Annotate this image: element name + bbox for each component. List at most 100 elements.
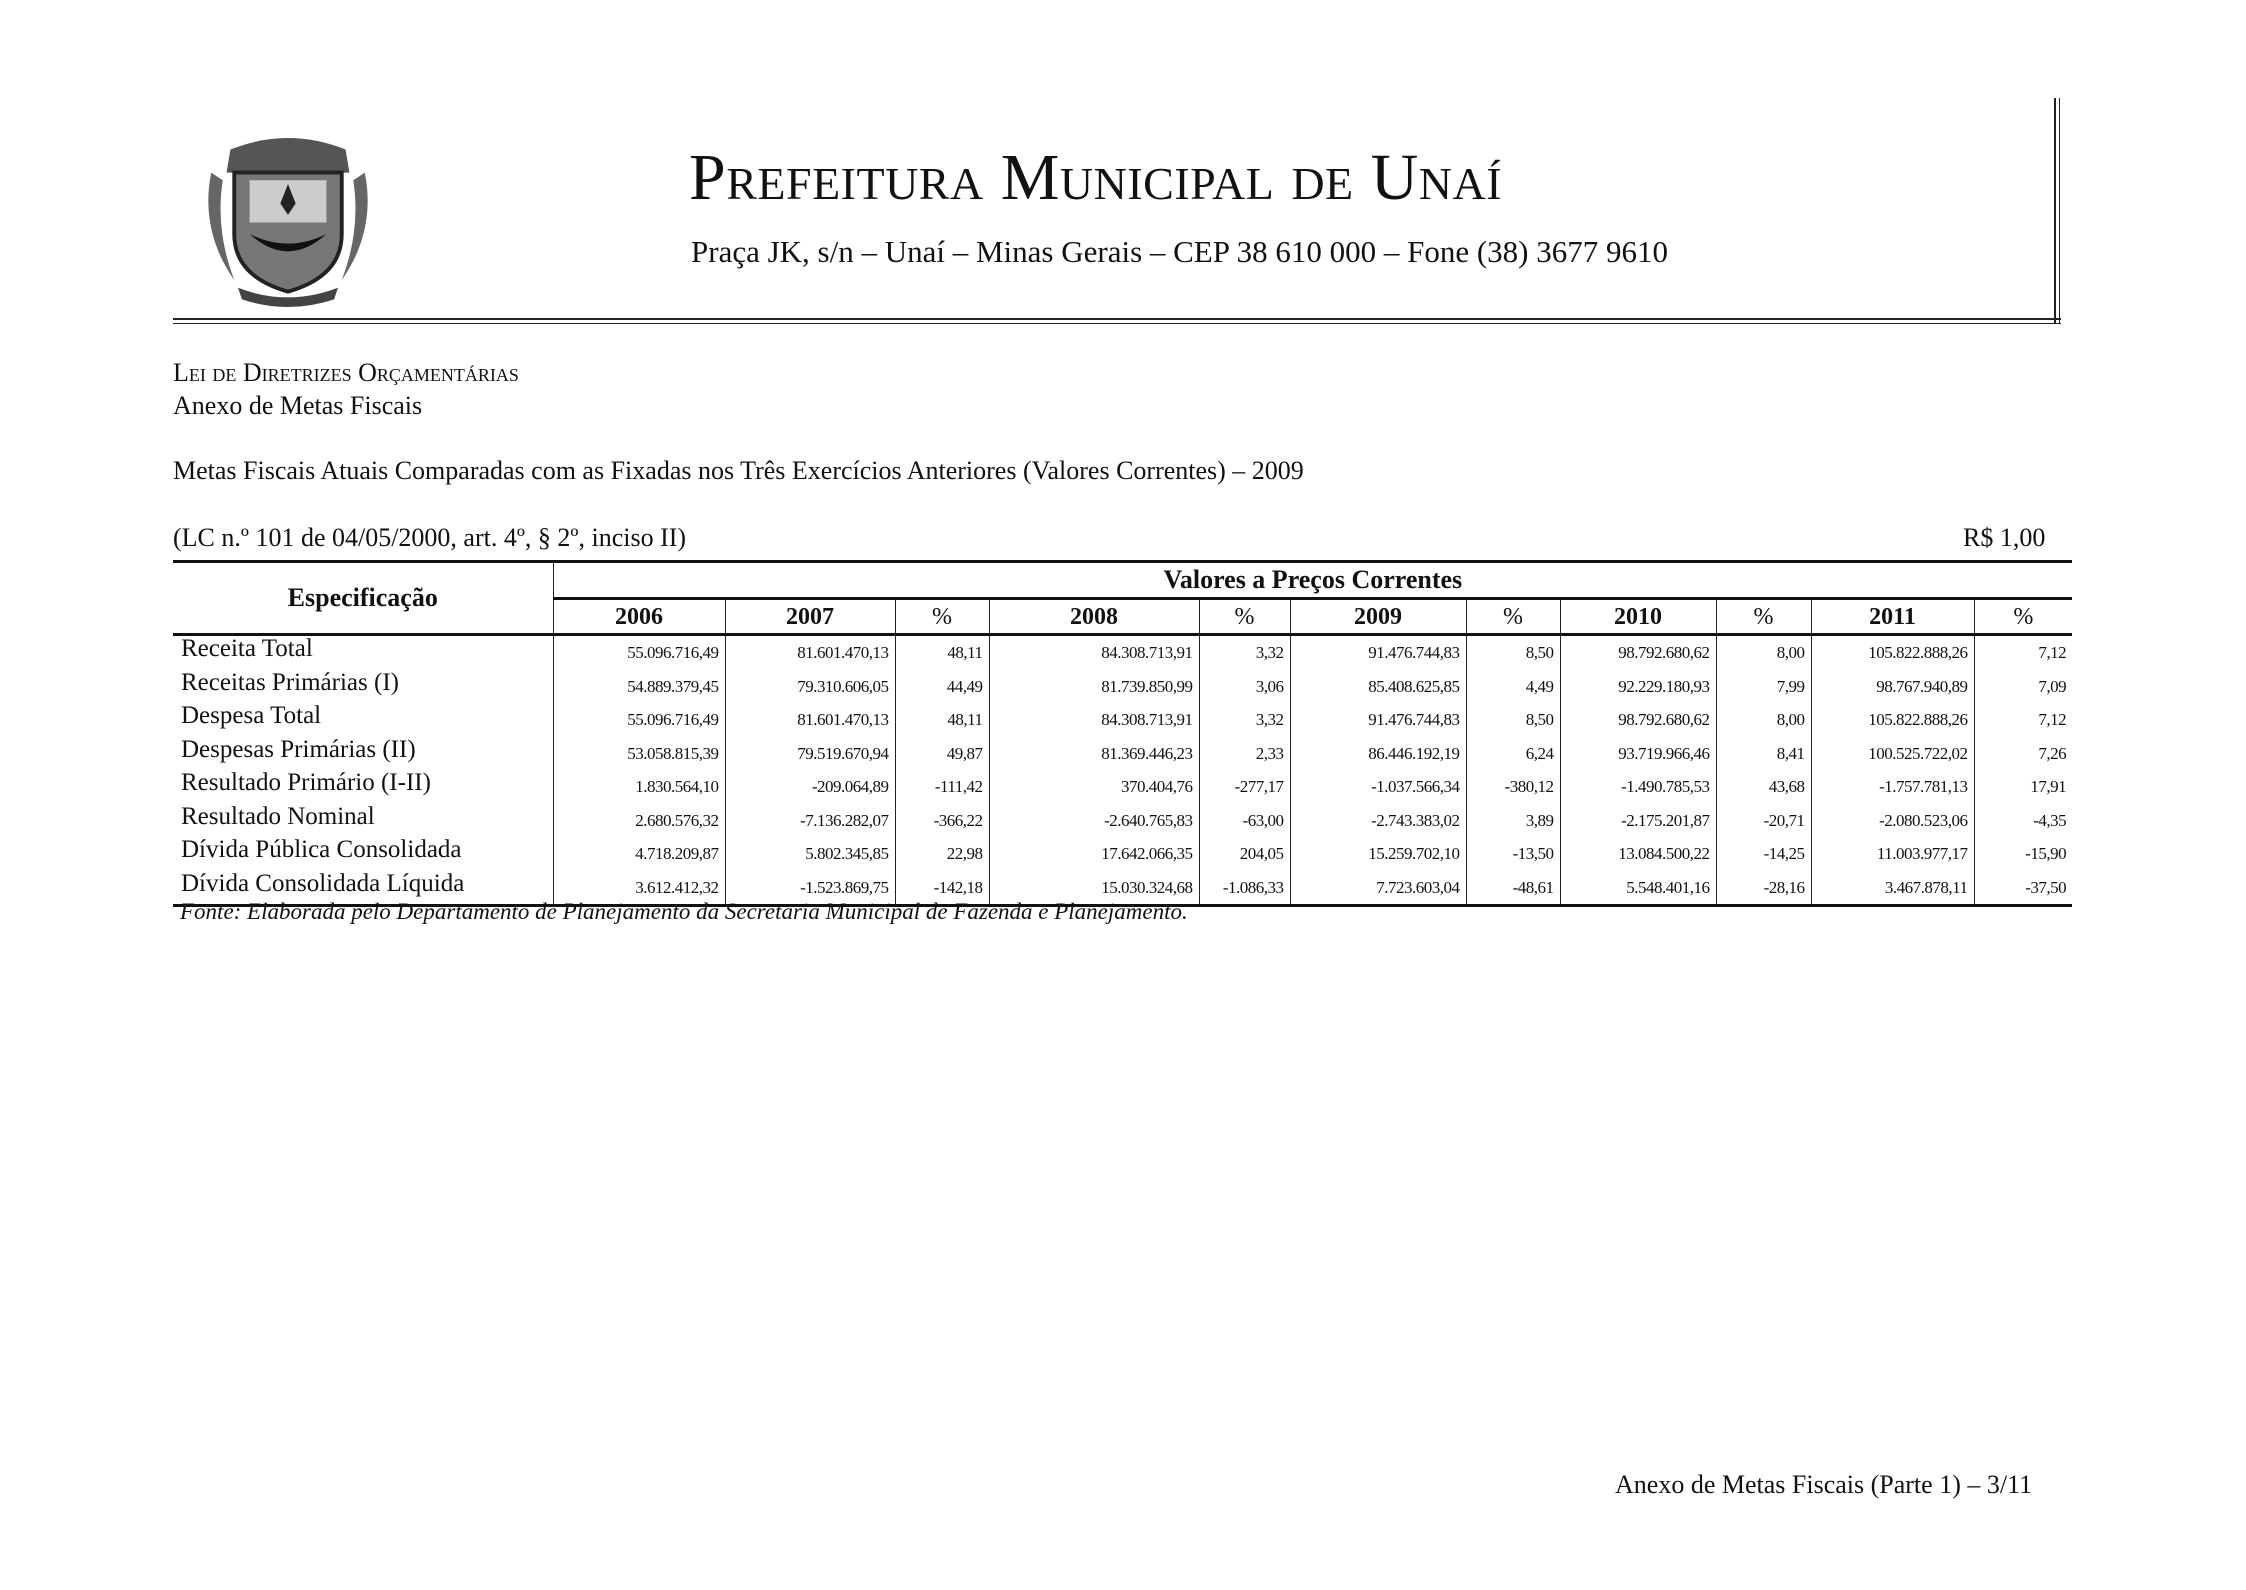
table-cell: -37,50 [1973,870,2073,907]
table-cell: 44,49 [894,669,989,703]
table-cell: 55.096.716,49 [552,703,725,737]
table-cell: 370.404,76 [988,770,1199,804]
table-cell: 8,00 [1715,703,1811,737]
table-cell: 11.003.977,17 [1810,837,1974,871]
row-label: Resultado Nominal [181,802,375,830]
table-cell: 49,87 [894,736,989,770]
row-label: Despesa Total [181,702,322,729]
column-header-percent: % [894,597,989,636]
table-cell: 6,24 [1465,736,1560,770]
table-cell: -111,42 [894,770,989,804]
table-cell: 15.259.702,10 [1289,837,1466,871]
table-cell: -15,90 [1973,837,2073,871]
row-label: Resultado Primário (I-II) [181,769,431,796]
table-cell: 22,98 [894,837,989,871]
table-cell: 13.084.500,22 [1559,837,1716,871]
table-cell: 1.830.564,10 [552,770,725,804]
table-cell: -7.136.282,07 [724,803,895,837]
table-cell: 43,68 [1715,770,1811,804]
table-cell: -209.064,89 [724,770,895,804]
table-cell: -2.743.383,02 [1289,803,1466,837]
spec-header: Especificação [173,560,553,636]
table-cell: 3.612.412,32 [552,870,725,907]
municipality-address: Praça JK, s/n – Unaí – Minas Gerais – CE… [691,234,1668,269]
table-row: Despesa Total 55.096.716,49 81.601.470,13 4… [173,702,2073,737]
table-cell: 93.719.966,46 [1559,736,1716,770]
table-cell: 4.718.209,87 [552,837,725,871]
table-cell: 3,89 [1465,803,1560,837]
table-cell: 48,11 [894,703,989,737]
table-cell: -1.523.869,75 [724,870,895,907]
table-cell: 15.030.324,68 [988,870,1199,907]
table-cell: -48,61 [1465,870,1560,907]
table-cell: -63,00 [1198,803,1290,837]
table-cell: 204,05 [1198,837,1290,871]
table-cell: 7,26 [1973,736,2073,770]
table-cell: 7,12 [1973,634,2073,670]
table-cell: 84.308.713,91 [988,634,1199,670]
table-cell: 86.446.192,19 [1289,736,1466,770]
table-cell: 91.476.744,83 [1289,634,1466,670]
row-label: Dívida Consolidada Líquida [173,870,553,907]
table-cell: 7,12 [1973,703,2073,737]
column-header-percent: % [1715,597,1811,636]
table-cell: -2.640.765,83 [988,803,1199,837]
table-cell: 84.308.713,91 [988,703,1199,737]
table-cell: 81.601.470,13 [724,703,895,737]
table-row: Despesas Primárias (II) 53.058.815,39 79.5… [173,735,2073,770]
coat-of-arms-logo [208,138,368,307]
table-cell: 98.767.940,89 [1810,669,1974,703]
table-cell: -14,25 [1715,837,1811,871]
table-cell: 3,32 [1198,703,1290,737]
table-cell: -142,18 [894,870,989,907]
table-row: Dívida Pública Consolidada 4.718.209,87 5.… [173,837,2073,871]
table-cell: -1.757.781,13 [1810,770,1974,804]
row-label: Receita Total [181,635,313,662]
table-row: Resultado Primário (I-II) 1.830.564,10 -20… [173,769,2073,804]
table-cell: 105.822.888,26 [1810,634,1974,670]
table-cell: -2.080.523,06 [1810,803,1974,837]
table-cell: 5.802.345,85 [724,837,895,871]
table-cell: -13,50 [1465,837,1560,871]
column-header-year: 2007 [724,597,895,636]
column-header-percent: % [1198,597,1290,636]
table-cell: 79.310.606,05 [724,669,895,703]
table-row: Resultado Nominal 2.680.576,32 -7.136.282,… [173,802,2073,837]
fiscal-goals-table: Especificação Valores a Preços Correntes… [173,560,2073,907]
page-footer: Anexo de Metas Fiscais (Parte 1) – 3/11 [1615,1470,2033,1499]
table-cell: 79.519.670,94 [724,736,895,770]
municipality-title: Prefeitura Municipal de Unaí [689,141,1503,214]
law-name: Lei de Diretrizes Orçamentárias [173,358,519,387]
table-cell: -20,71 [1715,803,1811,837]
column-header-percent: % [1465,597,1560,636]
table-row: Dívida Consolidada Líquida 3.612.412,32 -1… [173,870,2073,907]
table-cell: -1.490.785,53 [1559,770,1716,804]
table-cell: -2.175.201,87 [1559,803,1716,837]
header-divider [173,318,2061,320]
table-cell: 85.408.625,85 [1289,669,1466,703]
table-cell: -366,22 [894,803,989,837]
table-cell: 55.096.716,49 [552,634,725,670]
table-row: Receita Total 55.096.716,49 81.601.470,13 4… [173,634,2073,670]
column-header-year: 2009 [1289,597,1466,636]
table-cell: 81.369.446,23 [988,736,1199,770]
row-label: Despesas Primárias (II) [181,735,416,763]
table-cell: 2.680.576,32 [552,803,725,837]
table-cell: 4,49 [1465,669,1560,703]
table-cell: 54.889.379,45 [552,669,725,703]
table-row: Receitas Primárias (I) 54.889.379,45 79.31… [173,669,2073,703]
column-header-year: 2011 [1810,597,1974,636]
column-header-year: 2010 [1559,597,1716,636]
table-cell: 105.822.888,26 [1810,703,1974,737]
header-border [2059,98,2060,324]
table-cell: 3,06 [1198,669,1290,703]
table-cell: 3.467.878,11 [1810,870,1974,907]
table-cell: -380,12 [1465,770,1560,804]
table-cell: 2,33 [1198,736,1290,770]
table-cell: 17.642.066,35 [988,837,1199,871]
column-header-year: 2008 [988,597,1199,636]
source-note: Fonte: Elaborada pelo Departamento de Pl… [180,899,1188,924]
table-cell: 81.739.850,99 [988,669,1199,703]
group-header: Valores a Preços Correntes [552,560,2073,599]
column-header-percent: % [1973,597,2073,636]
